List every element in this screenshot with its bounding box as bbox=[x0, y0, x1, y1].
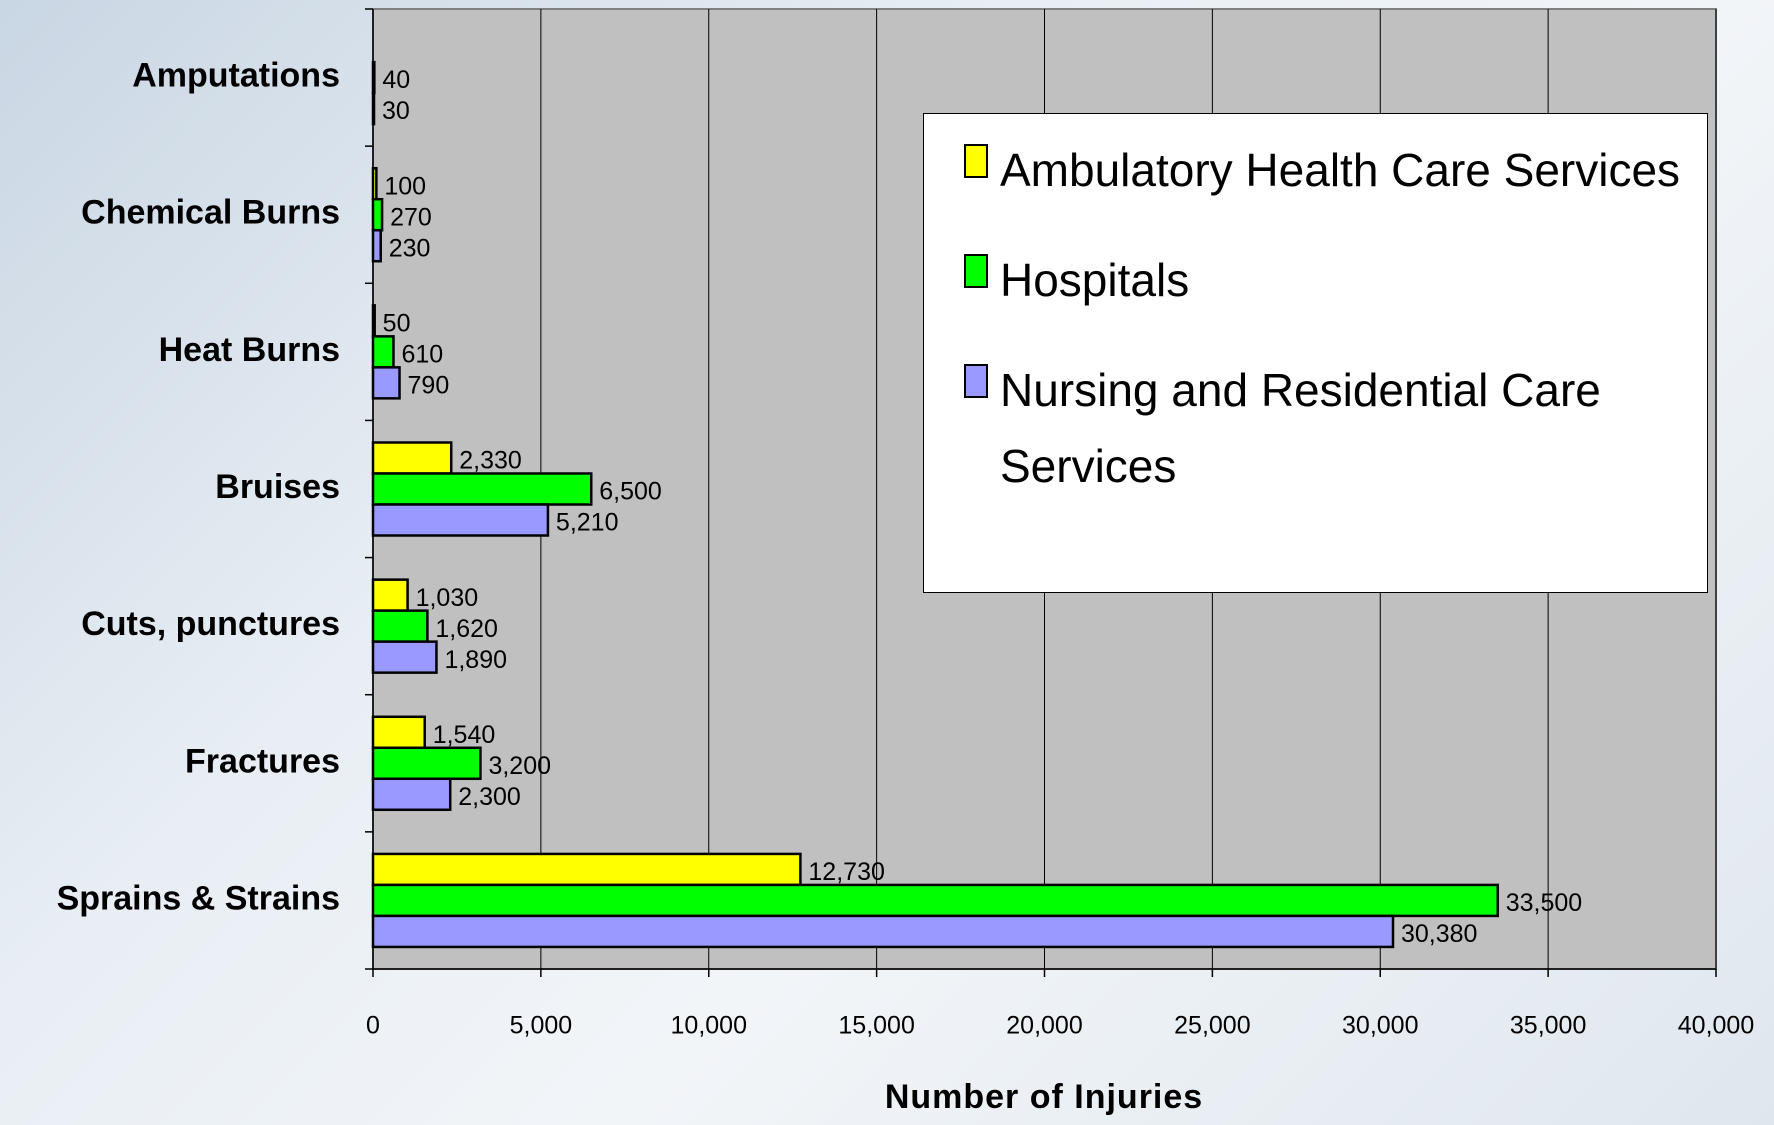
x-axis-title: Number of Injuries bbox=[885, 1078, 1203, 1116]
bar bbox=[371, 609, 429, 643]
legend-label: Ambulatory Health Care Services bbox=[1000, 144, 1681, 196]
value-label: 6,500 bbox=[599, 478, 662, 506]
value-label: 610 bbox=[401, 340, 443, 368]
bar bbox=[371, 335, 395, 369]
legend-swatch bbox=[964, 364, 988, 398]
value-label: 2,330 bbox=[459, 447, 522, 475]
bar bbox=[371, 228, 382, 263]
bar bbox=[371, 166, 378, 201]
bar bbox=[371, 715, 426, 750]
legend-label: Nursing and Residential Care Services bbox=[1000, 364, 1601, 492]
bar bbox=[371, 883, 1500, 918]
bar bbox=[371, 746, 482, 781]
value-label: 12,730 bbox=[808, 858, 884, 886]
value-label: 30 bbox=[382, 97, 410, 125]
value-label: 1,540 bbox=[433, 721, 496, 749]
value-label: 50 bbox=[383, 309, 411, 337]
x-tick-label: 25,000 bbox=[1174, 1012, 1250, 1040]
y-tick-label: Heat Burns bbox=[159, 331, 340, 369]
bar bbox=[371, 640, 438, 674]
value-label: 230 bbox=[389, 234, 431, 262]
value-label: 40 bbox=[382, 66, 410, 94]
y-tick-label: Chemical Burns bbox=[81, 194, 340, 232]
x-tick-label: 30,000 bbox=[1342, 1012, 1418, 1040]
y-tick-label: Cuts, punctures bbox=[81, 605, 340, 643]
value-label: 100 bbox=[384, 172, 426, 200]
bar bbox=[371, 578, 409, 612]
value-label: 30,380 bbox=[1401, 920, 1477, 948]
y-tick-label: Amputations bbox=[132, 57, 340, 95]
value-label: 5,210 bbox=[556, 509, 619, 537]
value-label: 1,620 bbox=[435, 615, 498, 643]
bar bbox=[371, 503, 550, 537]
x-tick-label: 40,000 bbox=[1678, 1012, 1754, 1040]
legend-swatch bbox=[964, 254, 988, 288]
bar bbox=[371, 914, 1395, 949]
bar bbox=[371, 366, 401, 400]
value-label: 2,300 bbox=[458, 783, 521, 811]
x-tick-label: 5,000 bbox=[510, 1012, 573, 1040]
x-tick-label: 15,000 bbox=[838, 1012, 914, 1040]
y-tick-label: Fractures bbox=[185, 742, 340, 780]
legend-item: Hospitals bbox=[964, 242, 1687, 318]
value-label: 3,200 bbox=[488, 752, 551, 780]
legend-swatch bbox=[964, 144, 988, 178]
x-tick-label: 35,000 bbox=[1510, 1012, 1586, 1040]
value-label: 33,500 bbox=[1506, 889, 1582, 917]
legend-label: Hospitals bbox=[1000, 254, 1190, 306]
bar bbox=[371, 777, 452, 812]
value-label: 270 bbox=[390, 203, 432, 231]
x-tick-label: 20,000 bbox=[1006, 1012, 1082, 1040]
value-label: 790 bbox=[408, 371, 450, 399]
value-label: 1,890 bbox=[444, 646, 507, 674]
bar bbox=[371, 472, 593, 506]
y-tick-label: Sprains & Strains bbox=[57, 879, 340, 917]
bar bbox=[371, 852, 802, 887]
legend-item: Ambulatory Health Care Services bbox=[964, 132, 1687, 208]
y-tick-label: Bruises bbox=[215, 468, 340, 506]
bar bbox=[371, 441, 453, 475]
x-tick-label: 0 bbox=[366, 1012, 380, 1040]
bar bbox=[371, 60, 376, 95]
bar bbox=[371, 304, 376, 338]
value-label: 1,030 bbox=[416, 584, 479, 612]
legend: Ambulatory Health Care Services Hospitals… bbox=[923, 113, 1708, 593]
legend-item: Nursing and Residential Care Services bbox=[964, 352, 1687, 504]
x-tick-label: 10,000 bbox=[671, 1012, 747, 1040]
bar bbox=[371, 91, 376, 126]
bar bbox=[371, 197, 384, 232]
